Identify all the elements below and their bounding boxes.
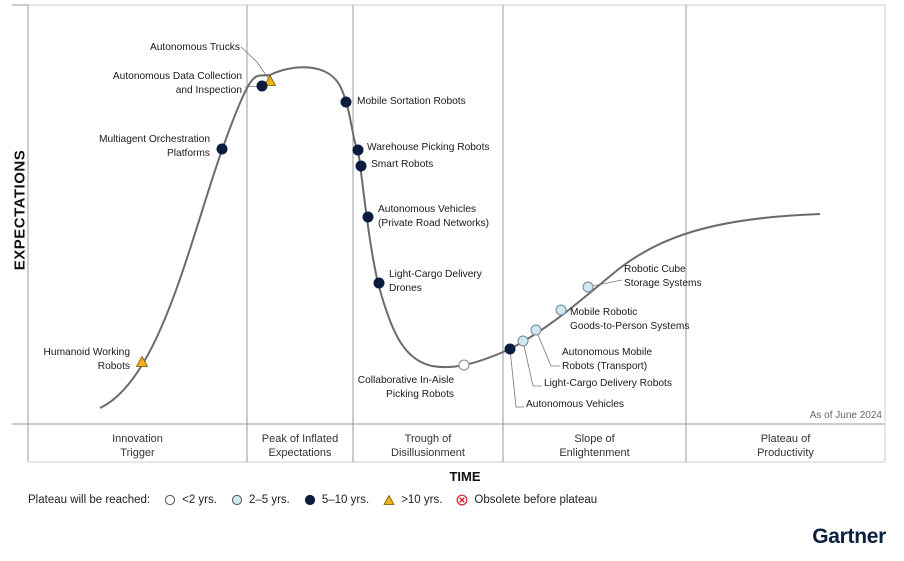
obsolete-x-icon <box>457 494 468 506</box>
marker-circle <box>517 335 529 347</box>
leader-line <box>587 279 623 288</box>
technology-label: Autonomous Vehicles <box>526 399 624 410</box>
phase-label: Slope of Enlightenment <box>559 433 629 459</box>
marker-triangle <box>135 355 149 367</box>
y-axis-label-wrap: EXPECTATIONS <box>8 140 32 280</box>
phase-label: Peak of Inflated Expectations <box>262 433 338 459</box>
technology-label: Mobile Robotic Goods-to-Person Systems <box>570 307 689 332</box>
navy-circle-icon <box>304 494 315 506</box>
marker-circle <box>504 343 516 355</box>
leader-line <box>535 329 560 367</box>
marker-circle <box>216 143 228 155</box>
technology-label: Collaborative In-Aisle Picking Robots <box>358 375 455 400</box>
marker-circle <box>362 211 374 223</box>
marker-triangle <box>263 74 277 86</box>
white-circle-icon <box>165 494 176 506</box>
technology-label: Autonomous Mobile Robots (Transport) <box>562 347 652 372</box>
technology-label: Light-Cargo Delivery Drones <box>389 269 483 294</box>
marker-circle <box>582 281 594 293</box>
leader-line <box>240 46 271 82</box>
as-of-date: As of June 2024 <box>809 410 882 421</box>
technology-label: Multiagent Orchestration Platforms <box>99 134 210 159</box>
technology-label: Autonomous Vehicles (Private Road Network… <box>378 204 489 229</box>
hype-curve <box>99 66 821 409</box>
marker-circle <box>355 160 367 172</box>
legend: Plateau will be reached: <2 yrs. 2–5 yrs… <box>28 494 597 506</box>
phase-label: Innovation Trigger <box>112 433 163 459</box>
legend-item-lt2: <2 yrs. <box>164 494 217 506</box>
technology-label: Autonomous Data Collection and Inspection <box>113 71 242 96</box>
leader-line <box>509 348 524 408</box>
legend-item-2to5: 2–5 yrs. <box>231 494 290 506</box>
legend-label-obsolete: Obsolete before plateau <box>474 494 598 506</box>
legend-label-5to10: 5–10 yrs. <box>321 494 370 506</box>
y-axis-label: EXPECTATIONS <box>11 149 29 271</box>
legend-item-obsolete: Obsolete before plateau <box>456 494 597 506</box>
marker-circle <box>256 80 268 92</box>
marker-circle <box>530 324 542 336</box>
marker-circle <box>340 96 352 108</box>
marker-circle <box>458 359 470 371</box>
technology-label: Warehouse Picking Robots <box>367 142 490 153</box>
technology-label: Smart Robots <box>371 159 433 170</box>
x-axis-label: TIME <box>449 469 481 484</box>
technology-label: Light-Cargo Delivery Robots <box>544 378 672 389</box>
phase-label: Trough of Disillusionment <box>391 433 465 459</box>
marker-circle <box>555 304 567 316</box>
phase-label: Plateau of Productivity <box>757 433 814 459</box>
legend-title: Plateau will be reached: <box>28 494 151 506</box>
marker-circle <box>352 144 364 156</box>
marker-circle <box>373 277 385 289</box>
legend-item-gt10: >10 yrs. <box>383 494 442 506</box>
legend-label-lt2: <2 yrs. <box>182 494 217 506</box>
legend-label-gt10: >10 yrs. <box>401 494 443 506</box>
legend-item-5to10: 5–10 yrs. <box>304 494 369 506</box>
technology-label: Autonomous Trucks <box>150 42 240 53</box>
technology-label: Robotic Cube Storage Systems <box>624 264 702 289</box>
legend-label-2to5: 2–5 yrs. <box>248 494 290 506</box>
technology-label: Mobile Sortation Robots <box>357 96 466 107</box>
leader-line <box>522 340 542 387</box>
technology-label: Humanoid Working Robots <box>44 347 131 372</box>
triangle-icon <box>383 494 395 505</box>
light-blue-circle-icon <box>231 494 243 506</box>
gartner-logo: Gartner <box>812 525 886 548</box>
